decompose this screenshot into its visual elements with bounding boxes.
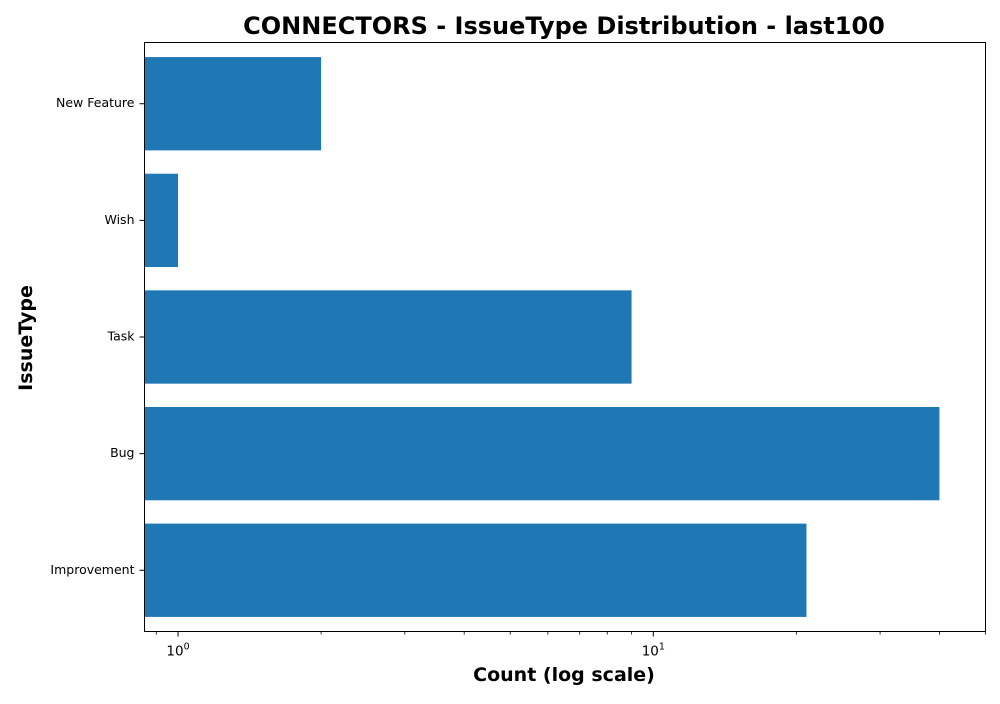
y-axis-label: IssueType (15, 285, 37, 391)
y-tick-label: Wish (105, 212, 135, 227)
bar-bug (144, 406, 940, 501)
y-tick-label: Bug (110, 445, 134, 460)
bars-layer (144, 57, 940, 617)
x-tick-label: 101 (642, 642, 665, 660)
bar-task (144, 290, 632, 384)
x-tick-label: 100 (166, 642, 189, 660)
chart-title: CONNECTORS - IssueType Distribution - la… (243, 12, 885, 40)
plot-frame (144, 42, 986, 632)
x-axis-ticks: 100 101 (155, 631, 986, 660)
y-tick-label: Task (107, 329, 136, 344)
x-axis-label: Count (log scale) (473, 664, 655, 686)
bar-improvement (144, 523, 807, 617)
bar-wish (144, 173, 179, 268)
y-tick-label: Improvement (50, 562, 134, 577)
bar-new-feature (144, 57, 322, 151)
y-tick-label: New Feature (56, 95, 135, 110)
y-axis-ticks: Improvement Bug Task Wish New Feature (50, 95, 145, 577)
